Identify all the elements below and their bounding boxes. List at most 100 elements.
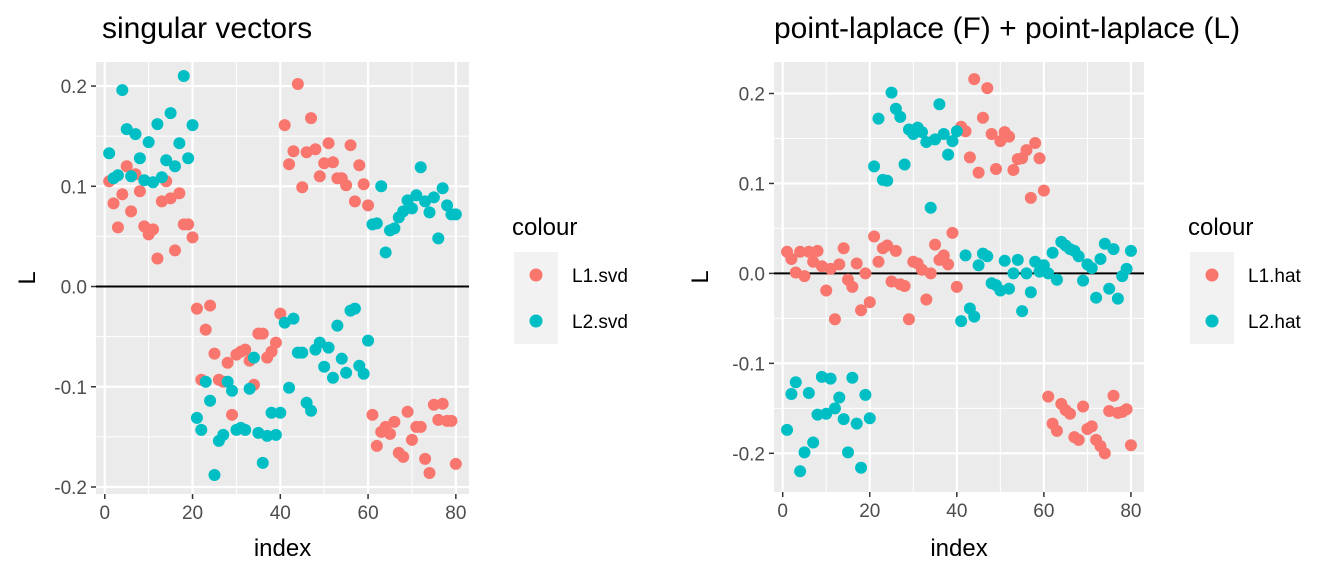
legend-label-series1: L1.hat (1248, 266, 1302, 287)
data-point-series2 (881, 174, 894, 187)
data-point-series2 (842, 446, 854, 459)
data-point-series1 (265, 345, 278, 358)
data-point-series2 (824, 372, 837, 385)
data-point-series1 (833, 258, 846, 271)
legend: colour L1.hat L2.hat (1188, 214, 1302, 344)
data-point-series2 (247, 351, 260, 364)
data-point-series2 (199, 375, 212, 388)
data-point-series2 (177, 70, 190, 83)
data-point-series2 (998, 254, 1011, 267)
legend-key-series2 (529, 314, 543, 328)
data-point-series2 (1024, 286, 1037, 299)
data-point-series1 (432, 413, 445, 426)
chart-singular-vectors: singular vectors 0 20 40 60 80 -0.2 -0.1 0.0 0.… (14, 12, 628, 562)
data-point-series1 (859, 267, 872, 280)
data-point-series2 (828, 402, 841, 415)
y-tick-label: 0.1 (739, 174, 765, 195)
data-point-series2 (265, 406, 278, 419)
data-point-series1 (981, 82, 994, 95)
data-point-series2 (968, 310, 981, 323)
x-tick-label: 40 (946, 501, 967, 522)
data-point-series2 (1124, 244, 1137, 257)
data-point-series2 (151, 118, 164, 131)
data-point-series2 (1090, 291, 1103, 304)
data-point-series2 (160, 154, 173, 167)
data-point-series2 (781, 423, 794, 436)
data-point-series1 (1037, 184, 1050, 197)
data-point-series2 (427, 191, 440, 204)
data-point-series2 (785, 387, 798, 400)
data-point-series1 (1098, 447, 1111, 460)
data-point-series2 (287, 312, 300, 325)
y-tick-label: -0.2 (54, 478, 87, 499)
data-point-series1 (445, 414, 458, 427)
data-point-series2 (410, 189, 423, 202)
data-point-series2 (375, 180, 388, 193)
data-point-series1 (269, 336, 282, 349)
data-point-series2 (855, 461, 868, 474)
data-point-series2 (147, 176, 160, 189)
y-axis-title: L (14, 271, 41, 284)
data-point-series2 (190, 411, 203, 424)
data-point-series2 (274, 406, 287, 419)
data-point-series1 (414, 420, 427, 433)
data-point-series2 (1011, 253, 1024, 266)
data-point-series1 (846, 280, 859, 293)
data-point-series1 (950, 280, 963, 293)
data-point-series2 (1103, 282, 1116, 295)
data-point-series1 (946, 226, 959, 239)
data-point-series1 (190, 302, 203, 315)
data-points (781, 73, 1137, 478)
data-point-series1 (287, 145, 300, 158)
data-point-series1 (1072, 433, 1085, 446)
data-point-series1 (357, 178, 370, 191)
data-point-series1 (937, 249, 950, 262)
data-point-series1 (898, 279, 911, 292)
plot-panel (96, 62, 469, 494)
data-point-series1 (1033, 152, 1046, 165)
data-point-series2 (1098, 237, 1111, 250)
data-point-series1 (305, 112, 318, 125)
data-point-series2 (811, 408, 824, 421)
x-axis-title: index (254, 535, 311, 562)
data-point-series1 (353, 159, 366, 172)
data-point-series2 (937, 127, 950, 140)
legend-title: colour (512, 214, 577, 241)
data-point-series1 (798, 270, 811, 283)
x-axis-ticks: 0 20 40 60 80 (99, 494, 466, 524)
data-point-series1 (326, 156, 339, 169)
data-point-series1 (427, 398, 440, 411)
data-point-series1 (164, 192, 177, 205)
data-point-series1 (397, 450, 410, 463)
x-axis-title: index (930, 535, 987, 562)
legend-key-series1 (529, 268, 543, 282)
data-point-series1 (199, 323, 212, 336)
data-point-series2 (217, 428, 230, 441)
data-point-series1 (186, 231, 199, 244)
data-point-series2 (221, 375, 234, 388)
data-point-series2 (1003, 282, 1016, 295)
data-point-series2 (1111, 292, 1124, 305)
data-point-series1 (125, 205, 138, 218)
data-point-series1 (802, 245, 815, 258)
y-axis-ticks: -0.2 -0.1 0.0 0.1 0.2 (732, 84, 774, 465)
data-point-series1 (449, 457, 462, 470)
data-point-series1 (1064, 407, 1076, 420)
data-point-series1 (850, 257, 863, 270)
data-point-series2 (362, 334, 375, 347)
data-point-series1 (283, 158, 296, 171)
data-point-series1 (1050, 424, 1063, 437)
x-tick-label: 0 (777, 501, 788, 522)
legend-key-series1 (1205, 268, 1219, 282)
data-point-series1 (370, 439, 383, 452)
data-point-series2 (111, 169, 124, 182)
data-point-series1 (107, 197, 120, 210)
data-point-series2 (261, 429, 274, 442)
legend-title: colour (1188, 214, 1253, 241)
data-point-series1 (976, 111, 989, 124)
legend-label-series2: L2.svd (572, 312, 628, 333)
data-point-series2 (296, 346, 309, 359)
data-point-series1 (401, 405, 414, 418)
data-point-series1 (990, 163, 1002, 176)
